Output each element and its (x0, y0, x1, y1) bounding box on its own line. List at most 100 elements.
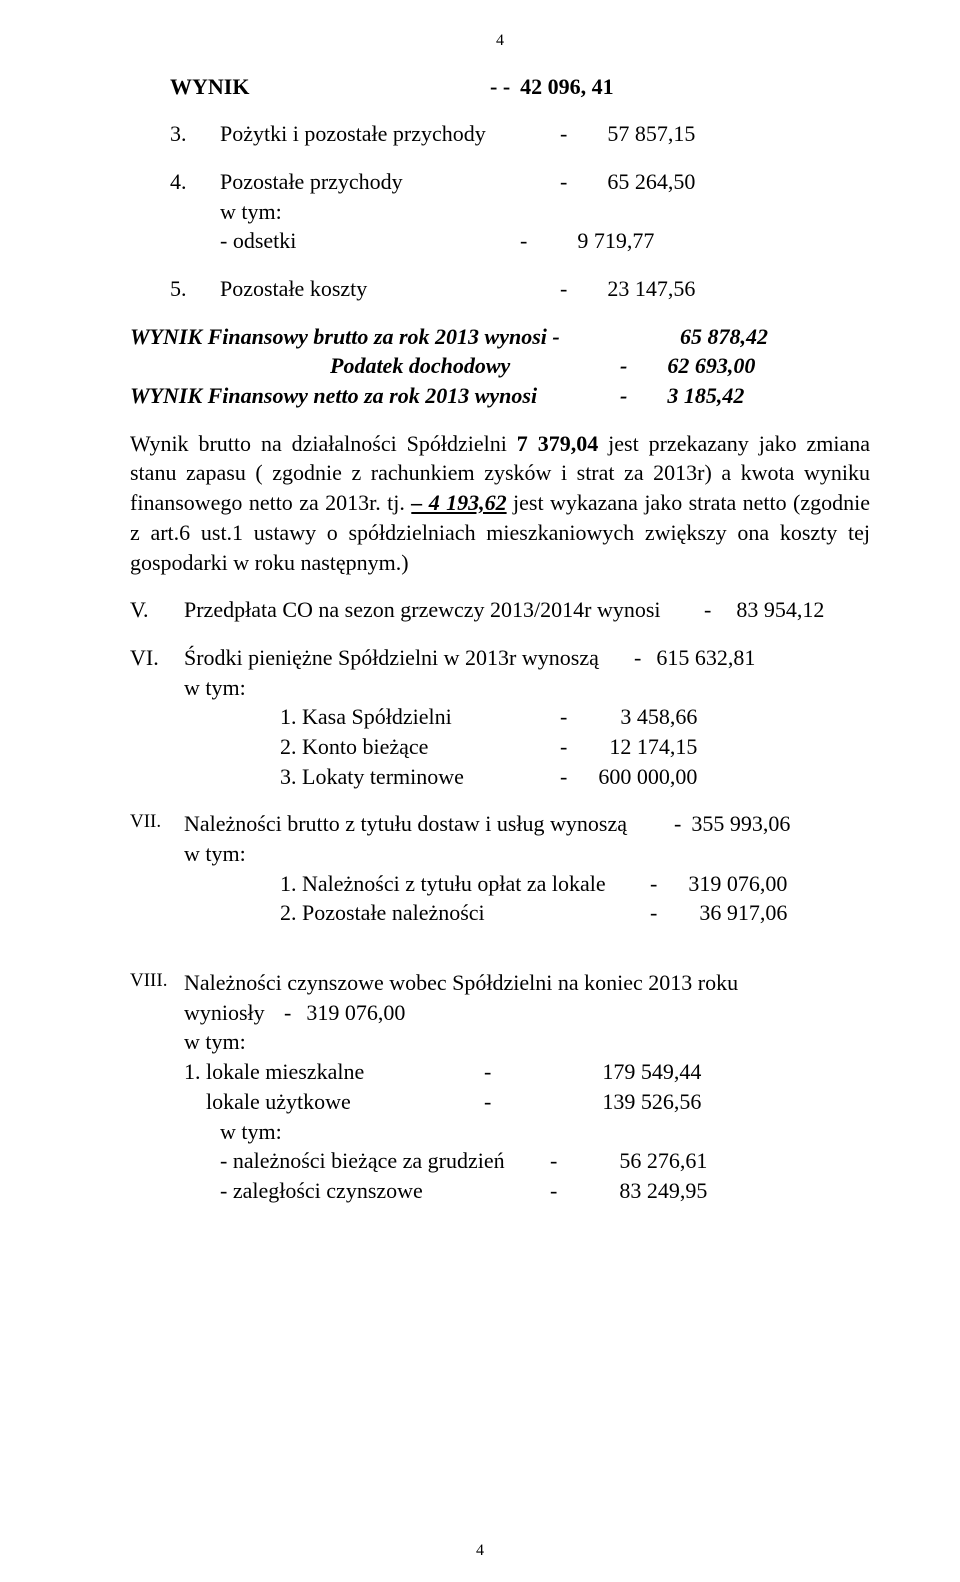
sec6-3: 3. Lokaty terminowe - 600 000,00 (130, 762, 870, 792)
sec5-label: Przedpłata CO na sezon grzewczy 2013/201… (184, 595, 704, 625)
sec5-dash: - (704, 595, 711, 625)
para-d: – 4 193,62 (411, 490, 506, 515)
sec8-1b: lokale użytkowe - 139 526,56 (130, 1087, 870, 1117)
sec6-2: 2. Konto bieżące - 12 174,15 (130, 732, 870, 762)
sec7-label: Należności brutto z tytułu dostaw i usłu… (184, 809, 674, 839)
sec8-2a-dash: - (550, 1146, 557, 1176)
sec8-1-dash: - (484, 1057, 491, 1087)
item-5: 5. Pozostałe koszty - 23 147,56 (130, 274, 870, 304)
item4-label: Pozostałe przychody (220, 167, 560, 197)
sec7-2: 2. Pozostałe należności - 36 917,06 (130, 898, 870, 928)
sec8-2a-value: 56 276,61 (557, 1146, 707, 1176)
sec5-value: 83 954,12 (736, 595, 824, 625)
netto-value: 3 185,42 (667, 381, 744, 411)
sec8-2b-dash: - (550, 1176, 557, 1206)
sec8-1-label: 1. lokale mieszkalne (184, 1057, 484, 1087)
sec7-value: 355 993,06 (691, 809, 790, 839)
sec6-2-label: 2. Konto bieżące (280, 732, 560, 762)
podatek-value: 62 693,00 (667, 351, 755, 381)
sec8-2b-label: - zaległości czynszowe (220, 1176, 550, 1206)
brutto-value: 65 878,42 (680, 322, 768, 352)
item4-value: 65 264,50 (607, 167, 695, 197)
sec8-line2-value: 319 076,00 (306, 998, 405, 1028)
sec8-1b-value: 139 526,56 (491, 1087, 701, 1117)
page-number-top: 4 (130, 30, 870, 52)
sec8-1: 1. lokale mieszkalne - 179 549,44 (130, 1057, 870, 1087)
sec6-2-value: 12 174,15 (567, 732, 697, 762)
section-viii-line2: wyniosły - 319 076,00 (130, 998, 870, 1028)
sec7-2-label: 2. Pozostałe należności (280, 898, 650, 928)
item3-value: 57 857,15 (607, 119, 695, 149)
item5-num: 5. (170, 274, 220, 304)
item-4a: - odsetki - 9 719,77 (130, 226, 870, 256)
item3-label: Pożytki i pozostałe przychody (220, 119, 560, 149)
item4a-dash: - (520, 226, 527, 256)
sec7-2-value: 36 917,06 (657, 898, 787, 928)
sec6-value: 615 632,81 (656, 643, 755, 673)
podatek-label: Podatek dochodowy (330, 351, 620, 381)
item3-dash: - (560, 119, 567, 149)
page-container: 4 WYNIK - - 42 096, 41 3. Pożytki i pozo… (0, 0, 960, 1582)
sec6-1: 1. Kasa Spółdzielni - 3 458,66 (130, 702, 870, 732)
sec8-wtym: w tym: (130, 1027, 870, 1057)
sec7-roman: VII. (130, 809, 184, 839)
wynik-value: 42 096, 41 (520, 72, 614, 102)
wynik-brutto: WYNIK Finansowy brutto za rok 2013 wynos… (130, 322, 870, 352)
sec6-wtym: w tym: (130, 673, 870, 703)
sec8-1-value: 179 549,44 (491, 1057, 701, 1087)
sec7-1-dash: - (650, 869, 657, 899)
item4a-value: 9 719,77 (577, 226, 654, 256)
sec6-2-dash: - (560, 732, 567, 762)
section-v: V. Przedpłata CO na sezon grzewczy 2013/… (130, 595, 870, 625)
section-vi: VI. Środki pieniężne Spółdzielni w 2013r… (130, 643, 870, 673)
sec7-1-label: 1. Należności z tytułu opłat za lokale (280, 869, 650, 899)
sec8-wtym2: w tym: (130, 1117, 870, 1147)
sec6-1-value: 3 458,66 (567, 702, 697, 732)
sec7-dash: - (674, 809, 681, 839)
sec8-2a: - należności bieżące za grudzień - 56 27… (130, 1146, 870, 1176)
brutto-label: WYNIK Finansowy brutto za rok 2013 wynos… (130, 322, 660, 352)
sec7-2-dash: - (650, 898, 657, 928)
sec7-wtym: w tym: (130, 839, 870, 869)
sec6-dash: - (634, 643, 641, 673)
sec8-roman: VIII. (130, 968, 184, 998)
explanation-paragraph: Wynik brutto na działalności Spółdzielni… (130, 429, 870, 577)
item-3: 3. Pożytki i pozostałe przychody - 57 85… (130, 119, 870, 149)
sec6-1-label: 1. Kasa Spółdzielni (280, 702, 560, 732)
para-a: Wynik brutto na działalności Spółdzielni (130, 431, 517, 456)
wynik-dash: - - (490, 72, 510, 102)
page-number-bottom: 4 (0, 1540, 960, 1562)
section-viii-line1: VIII. Należności czynszowe wobec Spółdzi… (130, 968, 870, 998)
sec8-2a-label: - należności bieżące za grudzień (220, 1146, 550, 1176)
item-4: 4. Pozostałe przychody - 65 264,50 (130, 167, 870, 197)
sec8-2b-value: 83 249,95 (557, 1176, 707, 1206)
sec6-3-value: 600 000,00 (567, 762, 697, 792)
sec6-label: Środki pieniężne Spółdzielni w 2013r wyn… (184, 643, 634, 673)
item5-label: Pozostałe koszty (220, 274, 560, 304)
para-b: 7 379,04 (517, 431, 598, 456)
sec5-roman: V. (130, 595, 184, 625)
item3-num: 3. (170, 119, 220, 149)
item4a-label: - odsetki (220, 226, 520, 256)
item4-dash: - (560, 167, 567, 197)
wynik-line: WYNIK - - 42 096, 41 (130, 72, 870, 102)
sec6-3-dash: - (560, 762, 567, 792)
sec7-1: 1. Należności z tytułu opłat za lokale -… (130, 869, 870, 899)
sec8-1b-dash: - (484, 1087, 491, 1117)
netto-label: WYNIK Finansowy netto za rok 2013 wynosi (130, 381, 620, 411)
item5-value: 23 147,56 (607, 274, 695, 304)
sec6-roman: VI. (130, 643, 184, 673)
sec8-line2-label: wyniosły (184, 998, 284, 1028)
sec8-2b: - zaległości czynszowe - 83 249,95 (130, 1176, 870, 1206)
item4-num: 4. (170, 167, 220, 197)
sec6-3-label: 3. Lokaty terminowe (280, 762, 560, 792)
wynik-netto: WYNIK Finansowy netto za rok 2013 wynosi… (130, 381, 870, 411)
section-vii: VII. Należności brutto z tytułu dostaw i… (130, 809, 870, 839)
sec8-1b-label: lokale użytkowe (184, 1087, 484, 1117)
sec8-line1: Należności czynszowe wobec Spółdzielni n… (184, 968, 738, 998)
sec8-line2-dash: - (284, 998, 291, 1028)
item5-dash: - (560, 274, 567, 304)
podatek-line: Podatek dochodowy - 62 693,00 (130, 351, 870, 381)
item4-wtym: w tym: (130, 197, 870, 227)
sec6-1-dash: - (560, 702, 567, 732)
